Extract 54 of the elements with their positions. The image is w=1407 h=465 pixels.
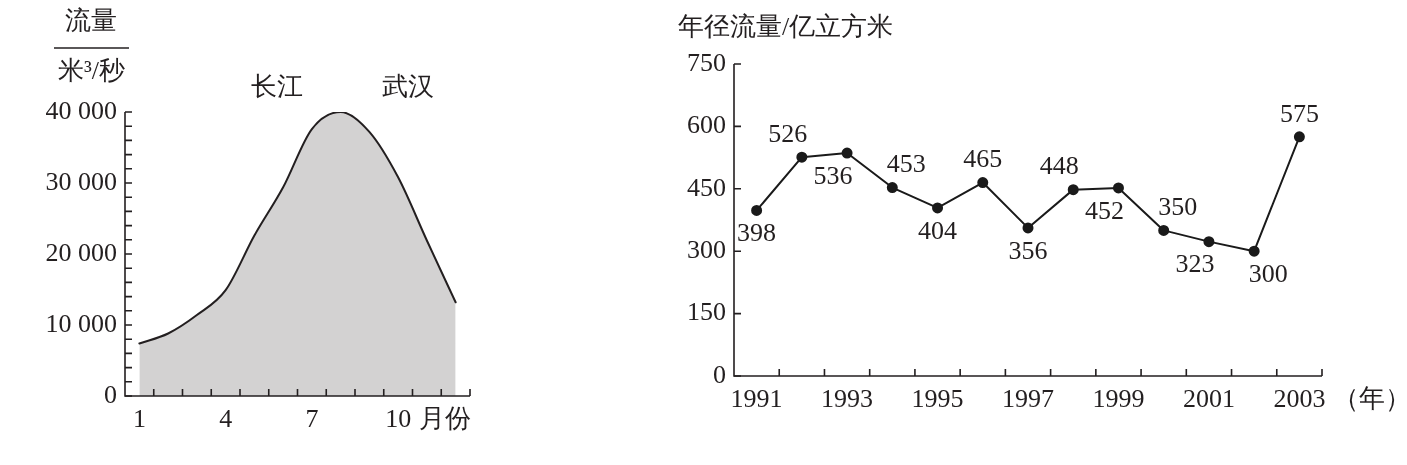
y-tick-label: 600 xyxy=(687,110,726,140)
data-label: 404 xyxy=(918,215,958,245)
x-tick-label: 1993 xyxy=(821,384,874,414)
x-tick-label: 10 xyxy=(385,404,412,434)
data-label: 350 xyxy=(1158,192,1198,222)
y-tick-label: 0 xyxy=(713,359,726,389)
point xyxy=(1067,184,1079,196)
data-label: 575 xyxy=(1279,98,1319,128)
data-label: 536 xyxy=(813,160,853,190)
x-tick-label: 1 xyxy=(132,404,146,434)
x-tick-label: 1991 xyxy=(730,384,783,414)
x-axis-title: 月份 xyxy=(419,404,472,434)
x-tick-label: 1995 xyxy=(911,384,964,414)
point xyxy=(1158,224,1170,236)
x-tick-label: 1999 xyxy=(1092,384,1145,414)
data-label: 356 xyxy=(1008,235,1048,265)
y-tick-label: 450 xyxy=(687,172,726,202)
y-axis-title: 年径流量/亿立方米 xyxy=(678,11,894,41)
point xyxy=(1203,236,1215,248)
y-tick-label: 20 000 xyxy=(45,237,117,267)
text: 武汉 xyxy=(381,71,434,101)
point xyxy=(751,204,763,216)
point xyxy=(886,182,898,194)
x-tick-label: 4 xyxy=(219,404,233,434)
point xyxy=(932,202,944,214)
y-tick-label: 300 xyxy=(687,235,726,265)
point xyxy=(1022,222,1034,234)
x-tick-label: 2001 xyxy=(1182,384,1235,414)
y-tick-label: 0 xyxy=(104,379,117,409)
x-axis-title: （年） xyxy=(1333,384,1407,414)
y-tick-label: 40 000 xyxy=(45,95,117,125)
y-tick-label: 150 xyxy=(687,297,726,327)
data-label: 398 xyxy=(737,218,777,248)
data-label: 448 xyxy=(1039,151,1079,181)
y-tick-label: 10 000 xyxy=(45,308,117,338)
y-axis-title: 流量米³/秒 xyxy=(57,5,126,85)
x-tick-label: 2003 xyxy=(1273,384,1326,414)
y-tick-label: 750 xyxy=(687,47,726,77)
x-tick-label: 7 xyxy=(305,404,319,434)
point xyxy=(977,177,989,189)
y-tick-label: 30 000 xyxy=(45,166,117,196)
point xyxy=(1112,182,1124,194)
point xyxy=(1293,131,1305,143)
text: 长江 xyxy=(250,71,303,101)
point xyxy=(841,147,853,159)
data-label: 465 xyxy=(963,144,1003,174)
data-label: 526 xyxy=(768,119,808,149)
data-label: 452 xyxy=(1084,195,1124,225)
data-label: 323 xyxy=(1175,249,1215,279)
data-label: 300 xyxy=(1248,259,1288,289)
point xyxy=(796,151,808,163)
point xyxy=(1248,245,1260,257)
x-tick-label: 1997 xyxy=(1002,384,1054,414)
data-label: 453 xyxy=(886,149,926,179)
